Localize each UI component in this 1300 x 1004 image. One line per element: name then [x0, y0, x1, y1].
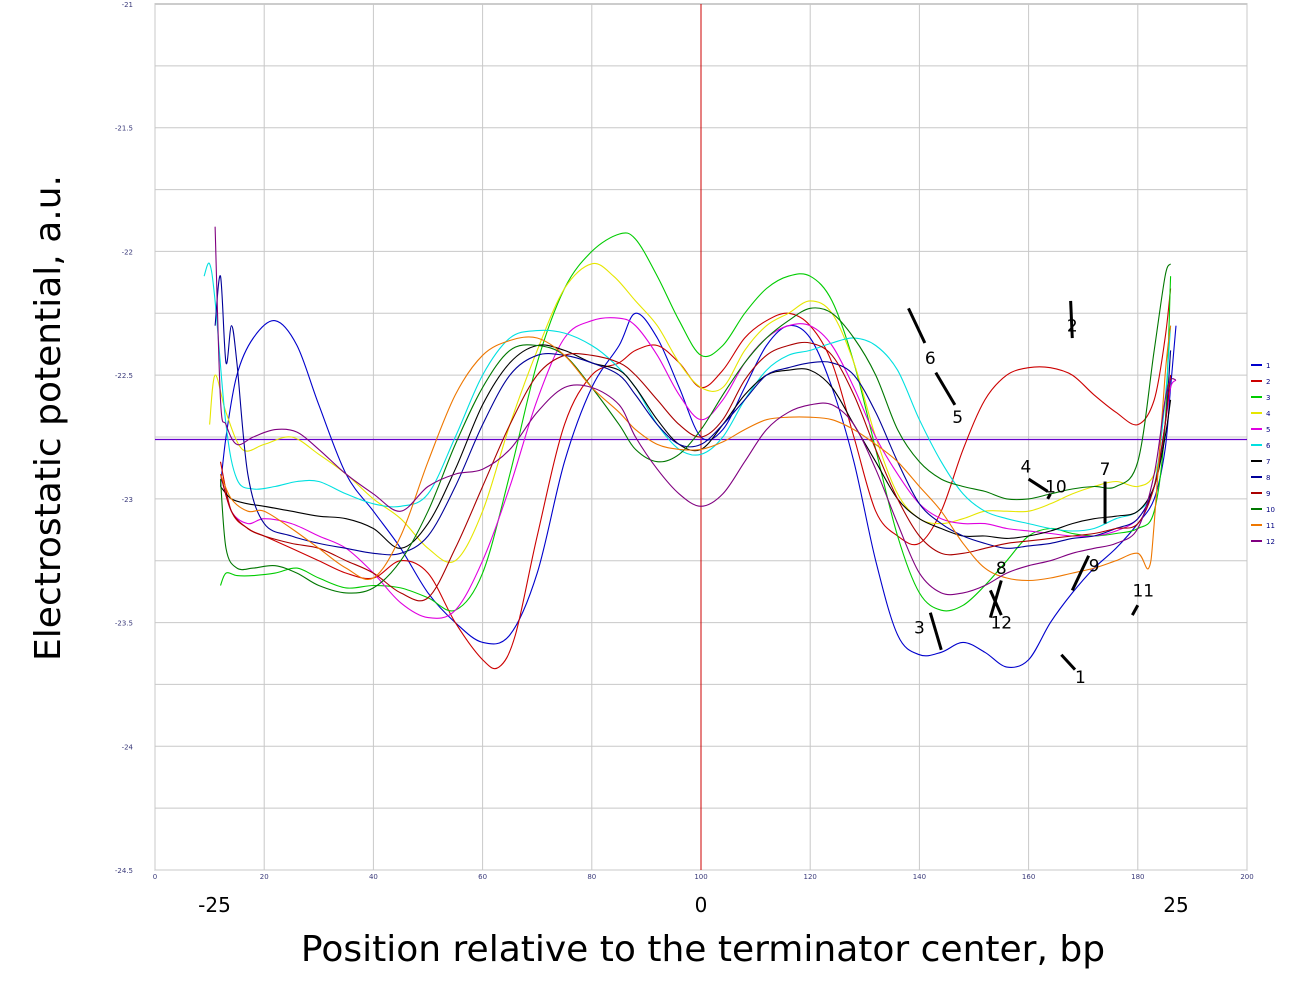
y-tick-label: -21	[122, 1, 133, 9]
y-tick-label: -22	[122, 248, 133, 256]
callout-label-8: 8	[996, 559, 1007, 579]
y-axis-title: Electrostatic potential, a.u.	[28, 175, 69, 661]
legend-label-10: 10	[1266, 506, 1275, 514]
x-tick-label: 0	[153, 873, 157, 881]
x-axis-title: Position relative to the terminator cent…	[301, 929, 1105, 970]
callout-label-10: 10	[1045, 477, 1067, 497]
relative-tick-label: -25	[198, 893, 231, 917]
series-line-11	[219, 325, 1172, 582]
x-tick-label: 140	[913, 873, 926, 881]
callout-leader-6	[907, 307, 927, 344]
legend-label-11: 11	[1266, 522, 1275, 530]
callout-label-5: 5	[952, 408, 963, 428]
legend-label-4: 4	[1266, 410, 1271, 418]
callout-leader-10	[1046, 493, 1052, 500]
y-tick-label: -21.5	[115, 125, 133, 133]
relative-tick-labels: -25 0 25	[198, 893, 1189, 917]
y-tick-label: -24.5	[115, 867, 133, 875]
callout-label-3: 3	[914, 619, 925, 639]
legend-label-9: 9	[1266, 490, 1270, 498]
callout-label-11: 11	[1132, 581, 1154, 601]
callout-label-1: 1	[1075, 668, 1086, 688]
x-tick-label: 180	[1131, 873, 1144, 881]
y-tick-label: -24	[122, 743, 134, 751]
x-tick-label: 160	[1022, 873, 1035, 881]
legend-label-8: 8	[1266, 474, 1270, 482]
callout-label-4: 4	[1020, 458, 1031, 478]
relative-tick-label: 25	[1163, 893, 1188, 917]
series-line-5	[219, 317, 1177, 619]
x-tick-labels: 0 20 40 60 80 100 120 140 160 180 200	[153, 873, 1254, 881]
callout-label-9: 9	[1089, 557, 1100, 577]
legend-label-5: 5	[1266, 426, 1270, 434]
x-tick-label: 60	[478, 873, 487, 881]
callout-label-2: 2	[1067, 317, 1078, 337]
callout-leader-1	[1060, 653, 1077, 671]
y-tick-label: -23	[122, 496, 133, 504]
y-tick-labels: -21 -21.5 -22 -22.5 -23 -23.5 -24 -24.5	[115, 1, 134, 875]
legend-label-1: 1	[1266, 362, 1270, 370]
legend-label-3: 3	[1266, 394, 1270, 402]
relative-tick-label: 0	[695, 893, 708, 917]
series-line-12	[214, 226, 1177, 596]
callout-leader-4	[1027, 477, 1049, 493]
series-line-8	[214, 275, 1172, 556]
y-tick-label: -23.5	[115, 620, 133, 628]
legend-label-2: 2	[1266, 378, 1270, 386]
y-tick-label: -22.5	[115, 372, 133, 380]
callout-label-6: 6	[925, 349, 936, 369]
callout-leader-2	[1069, 300, 1074, 339]
callout-leader-3	[928, 612, 943, 651]
callout-leader-5	[934, 371, 957, 406]
legend-label-12: 12	[1266, 538, 1275, 546]
x-tick-label: 20	[260, 873, 269, 881]
callout-leader-9	[1070, 555, 1091, 592]
callout-leader-11	[1131, 604, 1140, 616]
x-tick-label: 120	[804, 873, 817, 881]
x-tick-label: 80	[587, 873, 596, 881]
series-line-4	[209, 262, 1172, 563]
series-line-7	[220, 344, 1172, 549]
x-tick-label: 200	[1240, 873, 1253, 881]
callout-leader-12	[989, 589, 1003, 616]
legend-label-7: 7	[1266, 458, 1270, 466]
x-tick-label: 100	[694, 873, 707, 881]
series-line-6	[203, 262, 1172, 532]
callout-label-12: 12	[990, 614, 1012, 634]
x-tick-label: 40	[369, 873, 378, 881]
series-lines	[203, 226, 1177, 670]
callout-label-7: 7	[1100, 460, 1111, 480]
series-line-3	[219, 232, 1172, 612]
legend-label-6: 6	[1266, 442, 1271, 450]
series-line-2	[219, 288, 1172, 670]
